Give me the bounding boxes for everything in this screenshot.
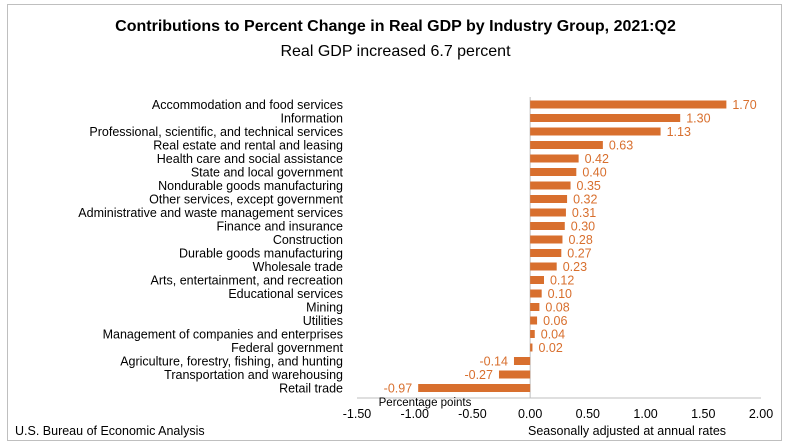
bar-2 bbox=[530, 127, 661, 136]
category-label-0: Accommodation and food services bbox=[152, 98, 343, 112]
bar-9 bbox=[530, 222, 565, 230]
value-label-20: -0.27 bbox=[464, 368, 493, 382]
value-label-8: 0.31 bbox=[572, 206, 596, 220]
category-label-17: Management of companies and enterprises bbox=[103, 328, 343, 342]
value-label-6: 0.35 bbox=[577, 179, 601, 193]
value-label-14: 0.10 bbox=[548, 287, 572, 301]
bar-12 bbox=[530, 262, 557, 271]
value-label-19: -0.14 bbox=[479, 355, 508, 369]
bar-13 bbox=[530, 276, 544, 284]
category-label-20: Transportation and warehousing bbox=[164, 368, 343, 382]
value-label-7: 0.32 bbox=[573, 193, 597, 207]
x-tick-label-6: 1.50 bbox=[691, 407, 715, 421]
category-label-10: Construction bbox=[273, 233, 343, 247]
value-label-13: 0.12 bbox=[550, 274, 574, 288]
bar-17 bbox=[530, 330, 535, 338]
value-label-1: 1.30 bbox=[686, 112, 710, 126]
category-label-5: State and local government bbox=[191, 166, 344, 180]
x-tick-label-0: -1.50 bbox=[343, 407, 372, 421]
value-label-11: 0.27 bbox=[567, 247, 591, 261]
bar-8 bbox=[530, 208, 566, 217]
seasonal-note: Seasonally adjusted at annual rates bbox=[528, 424, 727, 438]
category-label-12: Wholesale trade bbox=[253, 260, 343, 274]
value-label-4: 0.42 bbox=[585, 152, 609, 166]
value-label-10: 0.28 bbox=[568, 233, 592, 247]
value-label-16: 0.06 bbox=[543, 314, 567, 328]
category-label-7: Other services, except government bbox=[149, 193, 343, 207]
bar-4 bbox=[530, 154, 579, 163]
value-label-3: 0.63 bbox=[609, 139, 633, 153]
chart-title: Contributions to Percent Change in Real … bbox=[115, 18, 676, 35]
category-label-16: Utilities bbox=[303, 314, 343, 328]
value-label-9: 0.30 bbox=[571, 220, 595, 234]
x-tick-label-7: 2.00 bbox=[749, 407, 773, 421]
category-label-3: Real estate and rental and leasing bbox=[153, 139, 343, 153]
value-label-18: 0.02 bbox=[538, 341, 562, 355]
category-label-13: Arts, entertainment, and recreation bbox=[151, 274, 344, 288]
value-label-2: 1.13 bbox=[667, 125, 691, 139]
bar-0 bbox=[530, 100, 727, 109]
bar-11 bbox=[530, 249, 562, 257]
bar-7 bbox=[530, 195, 568, 203]
category-label-18: Federal government bbox=[231, 341, 343, 355]
category-label-4: Health care and social assistance bbox=[157, 152, 343, 166]
bar-19 bbox=[513, 357, 531, 365]
bar-15 bbox=[530, 303, 540, 311]
x-axis-title: Percentage points bbox=[379, 397, 472, 409]
chart-subtitle: Real GDP increased 6.7 percent bbox=[280, 43, 511, 60]
source-note: U.S. Bureau of Economic Analysis bbox=[15, 424, 205, 438]
value-label-0: 1.70 bbox=[732, 98, 756, 112]
value-label-15: 0.08 bbox=[545, 301, 569, 315]
x-tick-label-1: -1.00 bbox=[400, 407, 429, 421]
bar-20 bbox=[498, 370, 531, 379]
category-label-6: Nondurable goods manufacturing bbox=[158, 179, 343, 193]
bar-14 bbox=[530, 289, 542, 298]
category-label-14: Educational services bbox=[228, 287, 343, 301]
x-tick-label-5: 1.00 bbox=[633, 407, 657, 421]
bar-18 bbox=[530, 343, 533, 352]
category-label-15: Mining bbox=[306, 301, 343, 315]
bar-1 bbox=[530, 114, 681, 122]
bar-16 bbox=[530, 316, 538, 325]
category-label-8: Administrative and waste management serv… bbox=[78, 206, 343, 220]
x-tick-label-2: -0.50 bbox=[458, 407, 487, 421]
category-label-11: Durable goods manufacturing bbox=[179, 247, 343, 261]
value-label-5: 0.40 bbox=[582, 166, 606, 180]
bar-10 bbox=[530, 235, 563, 244]
category-label-1: Information bbox=[280, 112, 343, 126]
x-tick-label-3: 0.00 bbox=[518, 407, 542, 421]
category-label-21: Retail trade bbox=[279, 382, 343, 396]
chart-frame bbox=[7, 4, 782, 441]
value-label-12: 0.23 bbox=[563, 260, 587, 274]
value-label-17: 0.04 bbox=[541, 328, 565, 342]
x-tick-label-4: 0.50 bbox=[576, 407, 600, 421]
bar-5 bbox=[530, 168, 577, 176]
value-label-21: -0.97 bbox=[384, 382, 413, 396]
category-label-19: Agriculture, forestry, fishing, and hunt… bbox=[120, 355, 343, 369]
bar-6 bbox=[530, 181, 571, 190]
category-label-9: Finance and insurance bbox=[217, 220, 344, 234]
bar-3 bbox=[530, 141, 603, 149]
category-label-2: Professional, scientific, and technical … bbox=[89, 125, 343, 139]
bar-21 bbox=[418, 384, 531, 392]
